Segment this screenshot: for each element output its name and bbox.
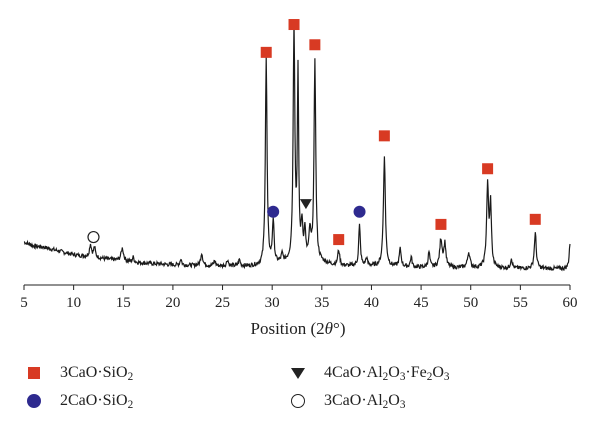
marker-c3s [260,46,272,58]
x-tick-label: 5 [20,295,28,311]
marker-c4af [299,199,312,210]
marker-c3s [482,163,494,175]
plot-area [23,19,571,272]
x-tick-label: 35 [314,295,329,311]
x-axis-label: Position (2θ°) [251,319,346,338]
legend-item-c3a: 3CaO·Al2O3 [288,392,405,410]
legend-label-c3a: 3CaO·Al2O3 [324,392,406,411]
x-tick-label: 15 [116,295,131,311]
marker-c3s [333,234,345,246]
x-tick-label: 55 [513,295,528,311]
blue-circle-icon [24,393,46,409]
marker-c2s [353,205,366,218]
xrd-pattern-line [23,19,571,272]
marker-c3s [378,130,390,142]
x-tick-label: 25 [215,295,230,311]
red-square-icon [24,365,46,381]
x-tick-label: 60 [563,295,578,311]
legend-label-c4af: 4CaO·Al2O3·Fe2O3 [324,364,450,383]
x-tick-label: 30 [265,295,280,311]
x-tick-label: 50 [463,295,478,311]
legend: 3CaO·SiO2 2CaO·SiO2 4CaO·Al2O3·Fe2O3 3Ca… [0,360,600,430]
legend-label-c3s: 3CaO·SiO2 [60,364,134,383]
legend-item-c2s: 2CaO·SiO2 [24,392,133,410]
legend-item-c4af: 4CaO·Al2O3·Fe2O3 [288,364,449,382]
x-tick-label: 20 [165,295,180,311]
xrd-chart: 5 10 15 20 25 30 35 40 45 50 55 60 Position (2θ°) [20,19,578,338]
open-circle-icon [288,393,310,409]
legend-label-c2s: 2CaO·SiO2 [60,392,134,411]
marker-c2s [267,205,280,218]
x-tick-label: 45 [414,295,429,311]
marker-c3s [435,218,447,230]
marker-c3s [288,19,300,31]
x-axis: 5 10 15 20 25 30 35 40 45 50 55 60 [20,284,578,311]
x-tick-label: 10 [66,295,81,311]
marker-c3s [309,39,321,51]
marker-c3s [529,213,541,225]
x-tick-label: 40 [364,295,379,311]
marker-c3a [87,230,100,244]
legend-item-c3s: 3CaO·SiO2 [24,364,133,382]
triangle-down-icon [288,365,310,381]
